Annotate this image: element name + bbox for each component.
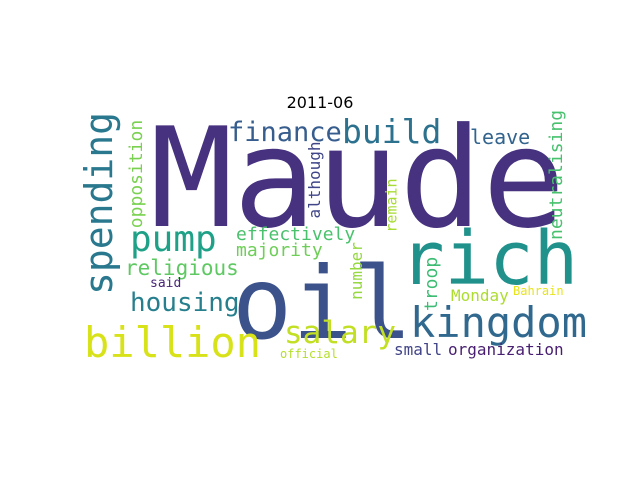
word-number: number (347, 242, 366, 300)
word-spending: spending (77, 111, 121, 295)
word-organization: organization (448, 340, 564, 359)
word-billion: billion (84, 318, 262, 367)
word-monday: Monday (451, 286, 509, 305)
word-effectively: effectively (236, 224, 356, 245)
word-troop: troop (421, 256, 442, 311)
word-pump: pump (130, 219, 217, 260)
word-oil: oil (232, 245, 413, 362)
word-although: although (305, 141, 324, 219)
word-maude: Maude (150, 98, 566, 259)
word-remain: remain (382, 178, 401, 233)
word-small: small (394, 340, 443, 359)
word-salary: salary (284, 315, 396, 351)
word-official: official (280, 347, 338, 361)
word-housing: housing (130, 288, 240, 318)
word-kingdom: kingdom (410, 298, 588, 347)
chart-title: 2011-06 (286, 93, 354, 112)
word-leave: leave (470, 125, 531, 149)
word-neutralising: neutralising (546, 109, 567, 240)
word-bahrain: Bahrain (513, 284, 564, 298)
word-finance: finance (228, 117, 342, 148)
word-majority: majority (236, 240, 323, 261)
word-religious: religious (125, 256, 239, 280)
word-rich: rich (400, 216, 579, 302)
word-said: said (150, 276, 182, 291)
word-build: build (342, 112, 442, 151)
word-opposition: opposition (126, 119, 147, 229)
